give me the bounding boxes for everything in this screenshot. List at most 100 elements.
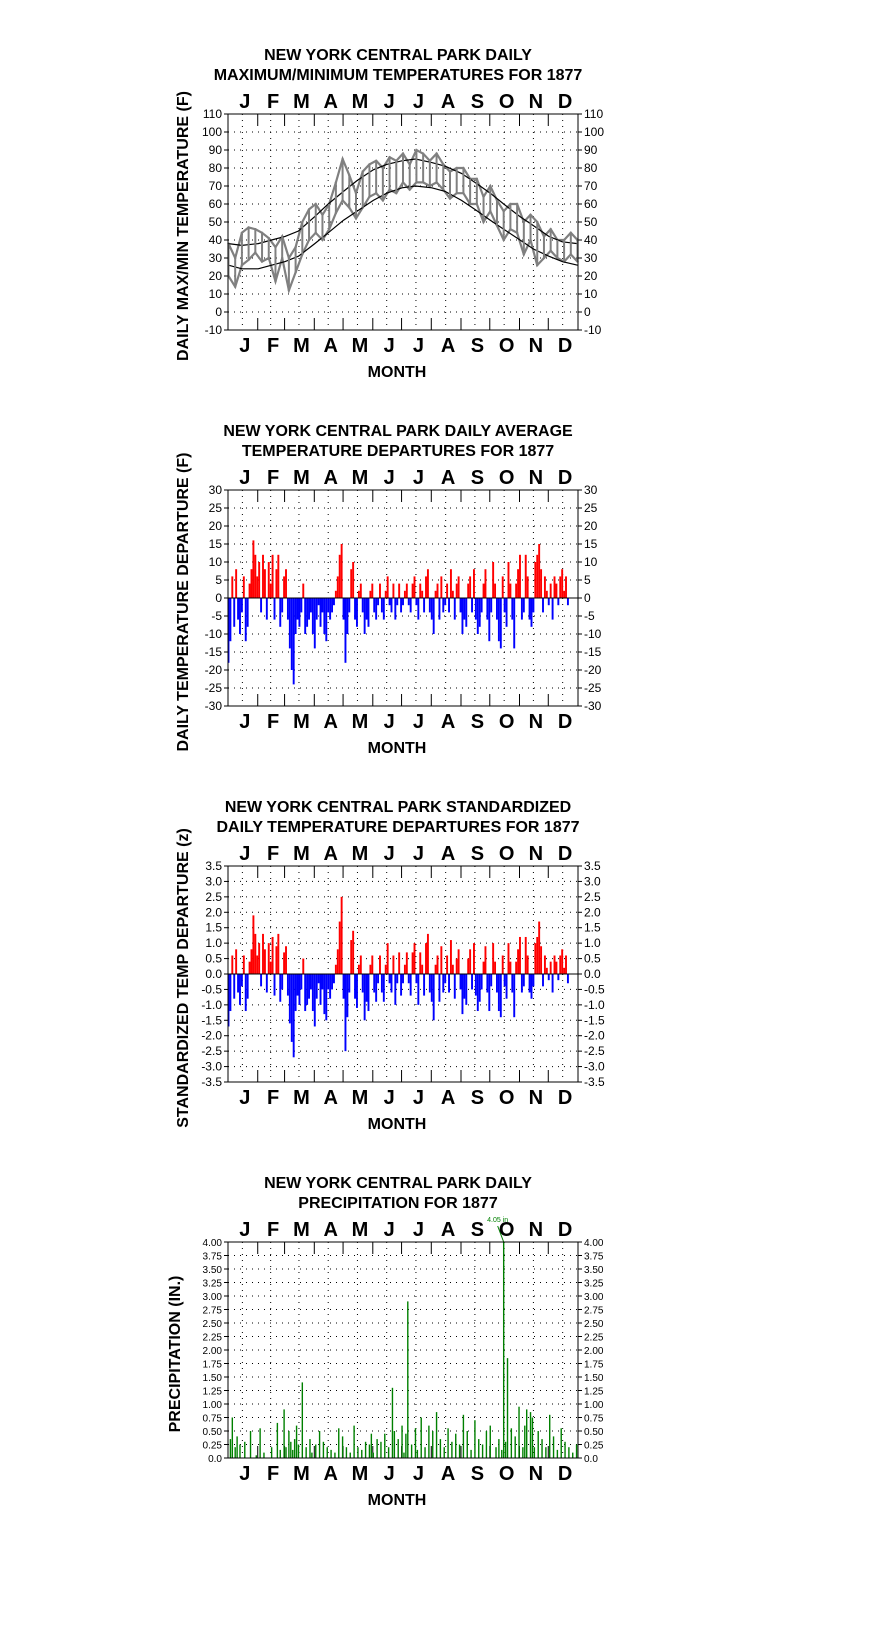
month-label-top: J	[384, 843, 395, 865]
departure-bar-positive	[492, 943, 495, 974]
departure-bar-negative	[380, 974, 383, 993]
precip-bar	[391, 1387, 394, 1458]
departure-bar-positive	[538, 921, 541, 974]
departure-bar-negative	[304, 598, 307, 634]
precip-bar	[439, 1439, 442, 1458]
departure-bar-negative	[240, 974, 243, 987]
departure-bar-positive	[269, 583, 272, 598]
month-label-top: A	[323, 1219, 337, 1241]
y-tick-label-left: 30	[209, 483, 223, 497]
y-tick-label-left: 80	[209, 161, 223, 175]
departure-bar-negative	[394, 598, 397, 620]
departure-bar-negative	[265, 974, 268, 993]
departure-bar-negative	[465, 974, 468, 1005]
y-tick-label-left: 0.5	[205, 952, 222, 966]
month-label-bottom: D	[558, 711, 572, 733]
month-label-bottom: S	[471, 1087, 484, 1109]
month-label-top: M	[293, 843, 310, 865]
departure-bar-negative	[486, 598, 489, 620]
y-tick-label-right: 0.25	[584, 1441, 604, 1452]
departure-bar-positive	[242, 576, 245, 598]
departure-bar-negative	[292, 598, 295, 685]
y-tick-label-left: 2.50	[203, 1319, 223, 1330]
precip-bar	[384, 1433, 386, 1458]
precip-bar	[531, 1417, 534, 1458]
month-label-bottom: A	[323, 711, 337, 733]
departure-bar-positive	[231, 955, 234, 974]
y-tick-label-left: 3.50	[203, 1265, 223, 1276]
departure-bar-positive	[359, 955, 362, 974]
month-label-bottom: D	[558, 1087, 572, 1109]
y-tick-label-right: -5	[584, 609, 595, 623]
departure-bar-negative	[308, 974, 310, 999]
departure-bar-negative	[273, 598, 276, 620]
precip-bar	[338, 1428, 340, 1458]
departure-bar-negative	[532, 598, 535, 613]
y-tick-label-right: 0.75	[584, 1414, 604, 1425]
chart-panel-1: NEW YORK CENTRAL PARK DAILY MAXIMUM/MINIM…	[175, 47, 604, 381]
month-label-top: S	[471, 91, 484, 113]
precip-bar	[407, 1301, 409, 1458]
y-tick-label-right: 2.50	[584, 1319, 604, 1330]
precip-bar	[249, 1431, 252, 1458]
departure-bar-positive	[250, 949, 253, 974]
precip-bar	[239, 1444, 241, 1458]
month-label-top: N	[529, 91, 543, 113]
chart-title-line2: TEMPERATURE DEPARTURES FOR 1877	[242, 443, 554, 460]
y-tick-label-left: -3.5	[201, 1075, 222, 1089]
month-label-bottom: M	[293, 335, 310, 357]
month-label-top: A	[441, 467, 455, 489]
departure-bar-positive	[515, 961, 518, 974]
departure-bar-positive	[275, 569, 278, 598]
departure-bar-negative	[361, 598, 364, 613]
y-tick-label-right: -15	[584, 645, 602, 659]
departure-bar-negative	[233, 598, 236, 627]
y-tick-label-right: -30	[584, 699, 602, 713]
y-tick-label-left: -0.5	[201, 982, 222, 996]
precip-bar	[545, 1447, 547, 1458]
departure-bar-positive	[449, 569, 452, 598]
departure-bar-negative	[260, 598, 263, 613]
month-label-top: J	[384, 467, 395, 489]
y-tick-label-left: 4.00	[203, 1238, 223, 1249]
month-label-top: D	[558, 1219, 572, 1241]
month-label-bottom: J	[384, 335, 395, 357]
chart-title-line2: MAXIMUM/MINIMUM TEMPERATURES FOR 1877	[214, 67, 583, 84]
month-label-top: A	[323, 91, 337, 113]
departure-bar-negative	[239, 598, 241, 634]
precip-bar	[485, 1431, 488, 1458]
y-tick-label-left: -5	[211, 609, 222, 623]
chart-title-line1: NEW YORK CENTRAL PARK STANDARDIZED	[225, 799, 571, 816]
month-label-bottom: J	[413, 1463, 424, 1485]
month-label-bottom: M	[293, 1463, 310, 1485]
month-label-top: S	[471, 1219, 484, 1241]
y-tick-label-right: 60	[584, 197, 598, 211]
precip-bar	[270, 1447, 273, 1458]
departure-bar-positive	[403, 964, 406, 974]
departure-bar-positive	[254, 554, 257, 598]
chart-title-line1: NEW YORK CENTRAL PARK DAILY AVERAGE	[223, 423, 573, 440]
month-label-bottom: S	[471, 711, 484, 733]
month-label-bottom: A	[323, 1463, 337, 1485]
departure-bar-positive	[469, 949, 472, 974]
month-label-bottom: J	[239, 1463, 250, 1485]
departure-bar-negative	[430, 974, 433, 1002]
departure-bar-negative	[396, 598, 399, 606]
precip-bar	[345, 1447, 348, 1458]
departure-bar-positive	[267, 562, 270, 598]
precip-bar	[458, 1444, 461, 1458]
precip-bar	[311, 1452, 313, 1458]
precip-bar	[349, 1452, 351, 1458]
y-tick-label-right: 3.50	[584, 1265, 604, 1276]
month-label-bottom: M	[352, 711, 369, 733]
departure-bar-negative	[342, 974, 345, 999]
departure-bar-negative	[281, 974, 284, 990]
y-tick-label-left: 25	[209, 501, 223, 515]
departure-bar-negative	[317, 598, 320, 606]
departure-bar-positive	[482, 961, 485, 974]
precip-bar	[393, 1431, 396, 1458]
precip-bar	[424, 1447, 426, 1458]
y-tick-label-left: 3.75	[203, 1252, 223, 1263]
departure-bar-negative	[511, 598, 514, 620]
departure-bar-negative	[239, 974, 241, 1005]
